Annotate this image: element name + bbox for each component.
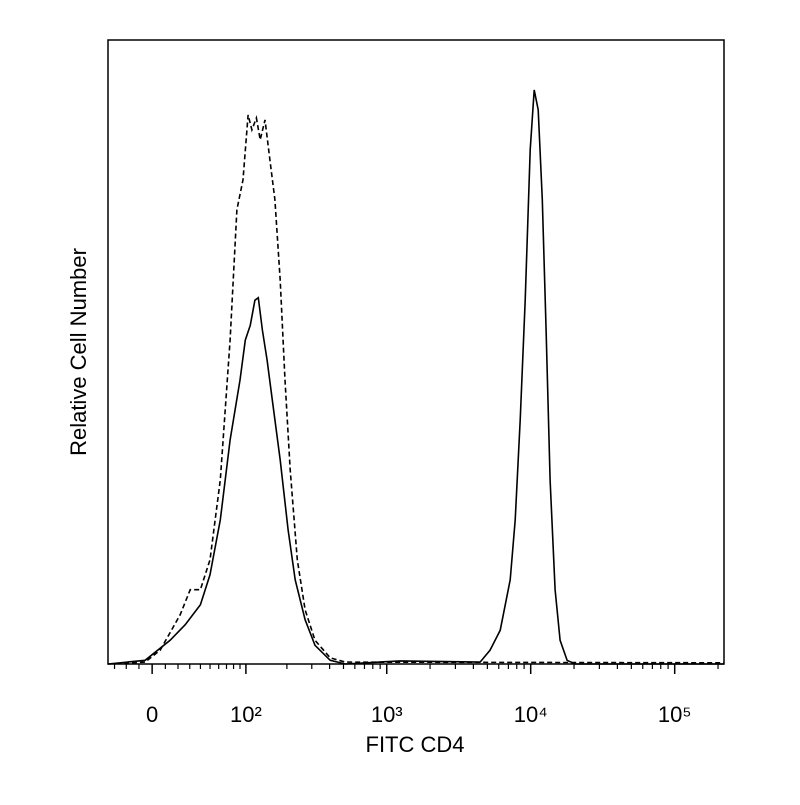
x-tick-label: 10³ (371, 702, 403, 727)
plot-frame (107, 39, 725, 665)
x-tick-label: 10² (230, 702, 262, 727)
histogram-line (107, 89, 724, 665)
x-axis-label: FITC CD4 (366, 732, 465, 757)
x-tick-label: 10⁴ (514, 702, 548, 727)
x-tick-label: 10⁵ (658, 702, 692, 727)
histogram-line (107, 114, 725, 665)
y-axis-label: Relative Cell Number (66, 248, 91, 456)
x-tick-label: 0 (146, 702, 158, 727)
